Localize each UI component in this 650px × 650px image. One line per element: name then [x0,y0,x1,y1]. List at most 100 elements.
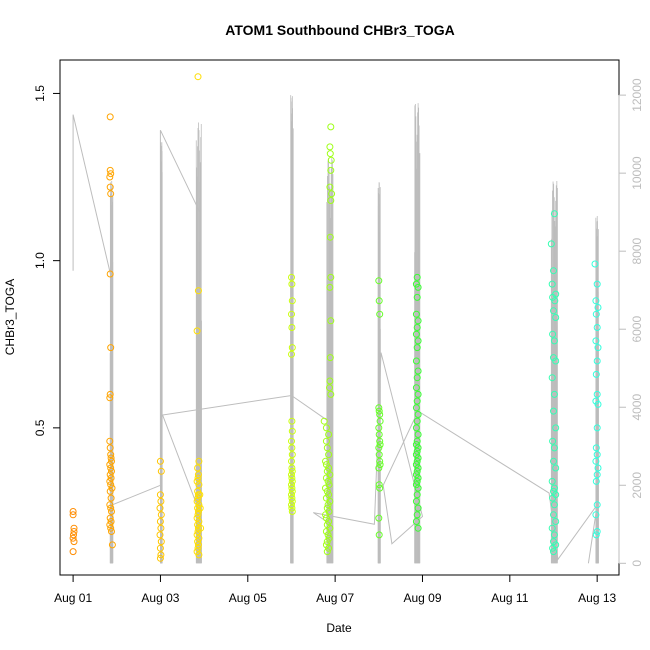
data-point [376,484,384,492]
data-point [324,501,332,509]
y2-tick-label: 10000 [630,156,644,190]
data-point [326,150,334,158]
altitude-track-line [72,114,598,564]
data-point [552,314,560,321]
data-point [552,464,560,472]
data-point [326,497,334,505]
data-point [157,497,165,505]
data-point [322,424,330,432]
secondary-y-axis: 0 2000 4000 6000 8000 10000 12000 [618,78,644,567]
data-point [108,528,115,535]
data-point [413,477,421,485]
data-point [412,471,420,479]
data-point [375,431,383,438]
data-point [550,307,557,315]
data-point [193,531,201,539]
data-point [414,504,422,512]
y-axis: 0.5 1.0 1.5 [33,85,61,436]
y2-tick-label: 4000 [630,394,644,421]
data-point [193,477,201,485]
data-point [288,324,296,331]
data-point [593,357,601,365]
data-point [326,377,334,385]
data-point [413,293,421,301]
data-point [550,548,557,556]
data-point [69,511,77,519]
data-point [194,541,202,549]
data-point [327,273,335,281]
data-point [194,524,202,532]
data-point [106,390,114,398]
data-point [412,310,420,318]
data-point [322,484,329,492]
data-point [195,457,203,465]
data-point [326,233,334,241]
data-point [70,524,78,532]
x-tick-label: Aug 09 [403,591,441,605]
data-point [593,324,601,331]
data-point [414,464,422,472]
data-point [322,474,330,482]
data-point [70,531,77,539]
data-point [106,166,114,174]
data-point [593,390,601,398]
data-point [550,511,557,519]
data-point [288,467,296,475]
data-point [327,166,335,174]
data-point [194,508,202,515]
data-point [194,544,202,552]
data-point [288,427,296,435]
data-point [322,437,330,445]
data-point [107,481,115,489]
data-point [195,551,203,559]
data-point [288,484,296,492]
data-point [288,501,295,509]
data-point [328,190,336,198]
data-point [414,431,422,438]
x-tick-label: Aug 03 [141,591,179,605]
data-point [375,451,383,459]
data-point [550,407,557,415]
data-point [414,337,422,345]
data-point [288,310,295,318]
data-point [552,424,560,432]
data-point [194,474,202,482]
y2-tick-label: 0 [630,560,644,567]
data-point [376,441,384,449]
x-tick-label: Aug 05 [229,591,267,605]
data-point [106,521,114,529]
data-point [375,464,383,472]
data-point [193,497,201,505]
data-point [323,487,331,495]
data-point [288,297,296,305]
data-point [69,534,77,542]
data-point [193,327,201,335]
data-point [414,444,422,452]
data-point [412,357,420,365]
y-tick-label: 1.5 [33,85,47,102]
data-point [195,481,203,489]
data-point [107,454,115,462]
data-point [550,210,558,218]
data-point [108,508,115,515]
data-point [194,287,202,295]
data-point [156,504,164,512]
data-point [107,451,115,459]
data-point [107,494,115,502]
x-tick-label: Aug 13 [578,591,616,605]
data-point [108,484,116,492]
data-point [549,330,557,338]
y2-tick-label: 8000 [630,238,644,265]
data-point [70,538,78,546]
data-point [376,411,384,418]
data-point [413,374,421,382]
x-tick-label: Aug 01 [54,591,92,605]
plot-frame [59,59,620,576]
data-point [288,344,296,352]
data-point [157,511,165,519]
data-point [375,404,383,412]
data-point [157,524,165,532]
data-point [413,437,421,445]
data-point [194,538,202,546]
data-point [326,183,334,191]
